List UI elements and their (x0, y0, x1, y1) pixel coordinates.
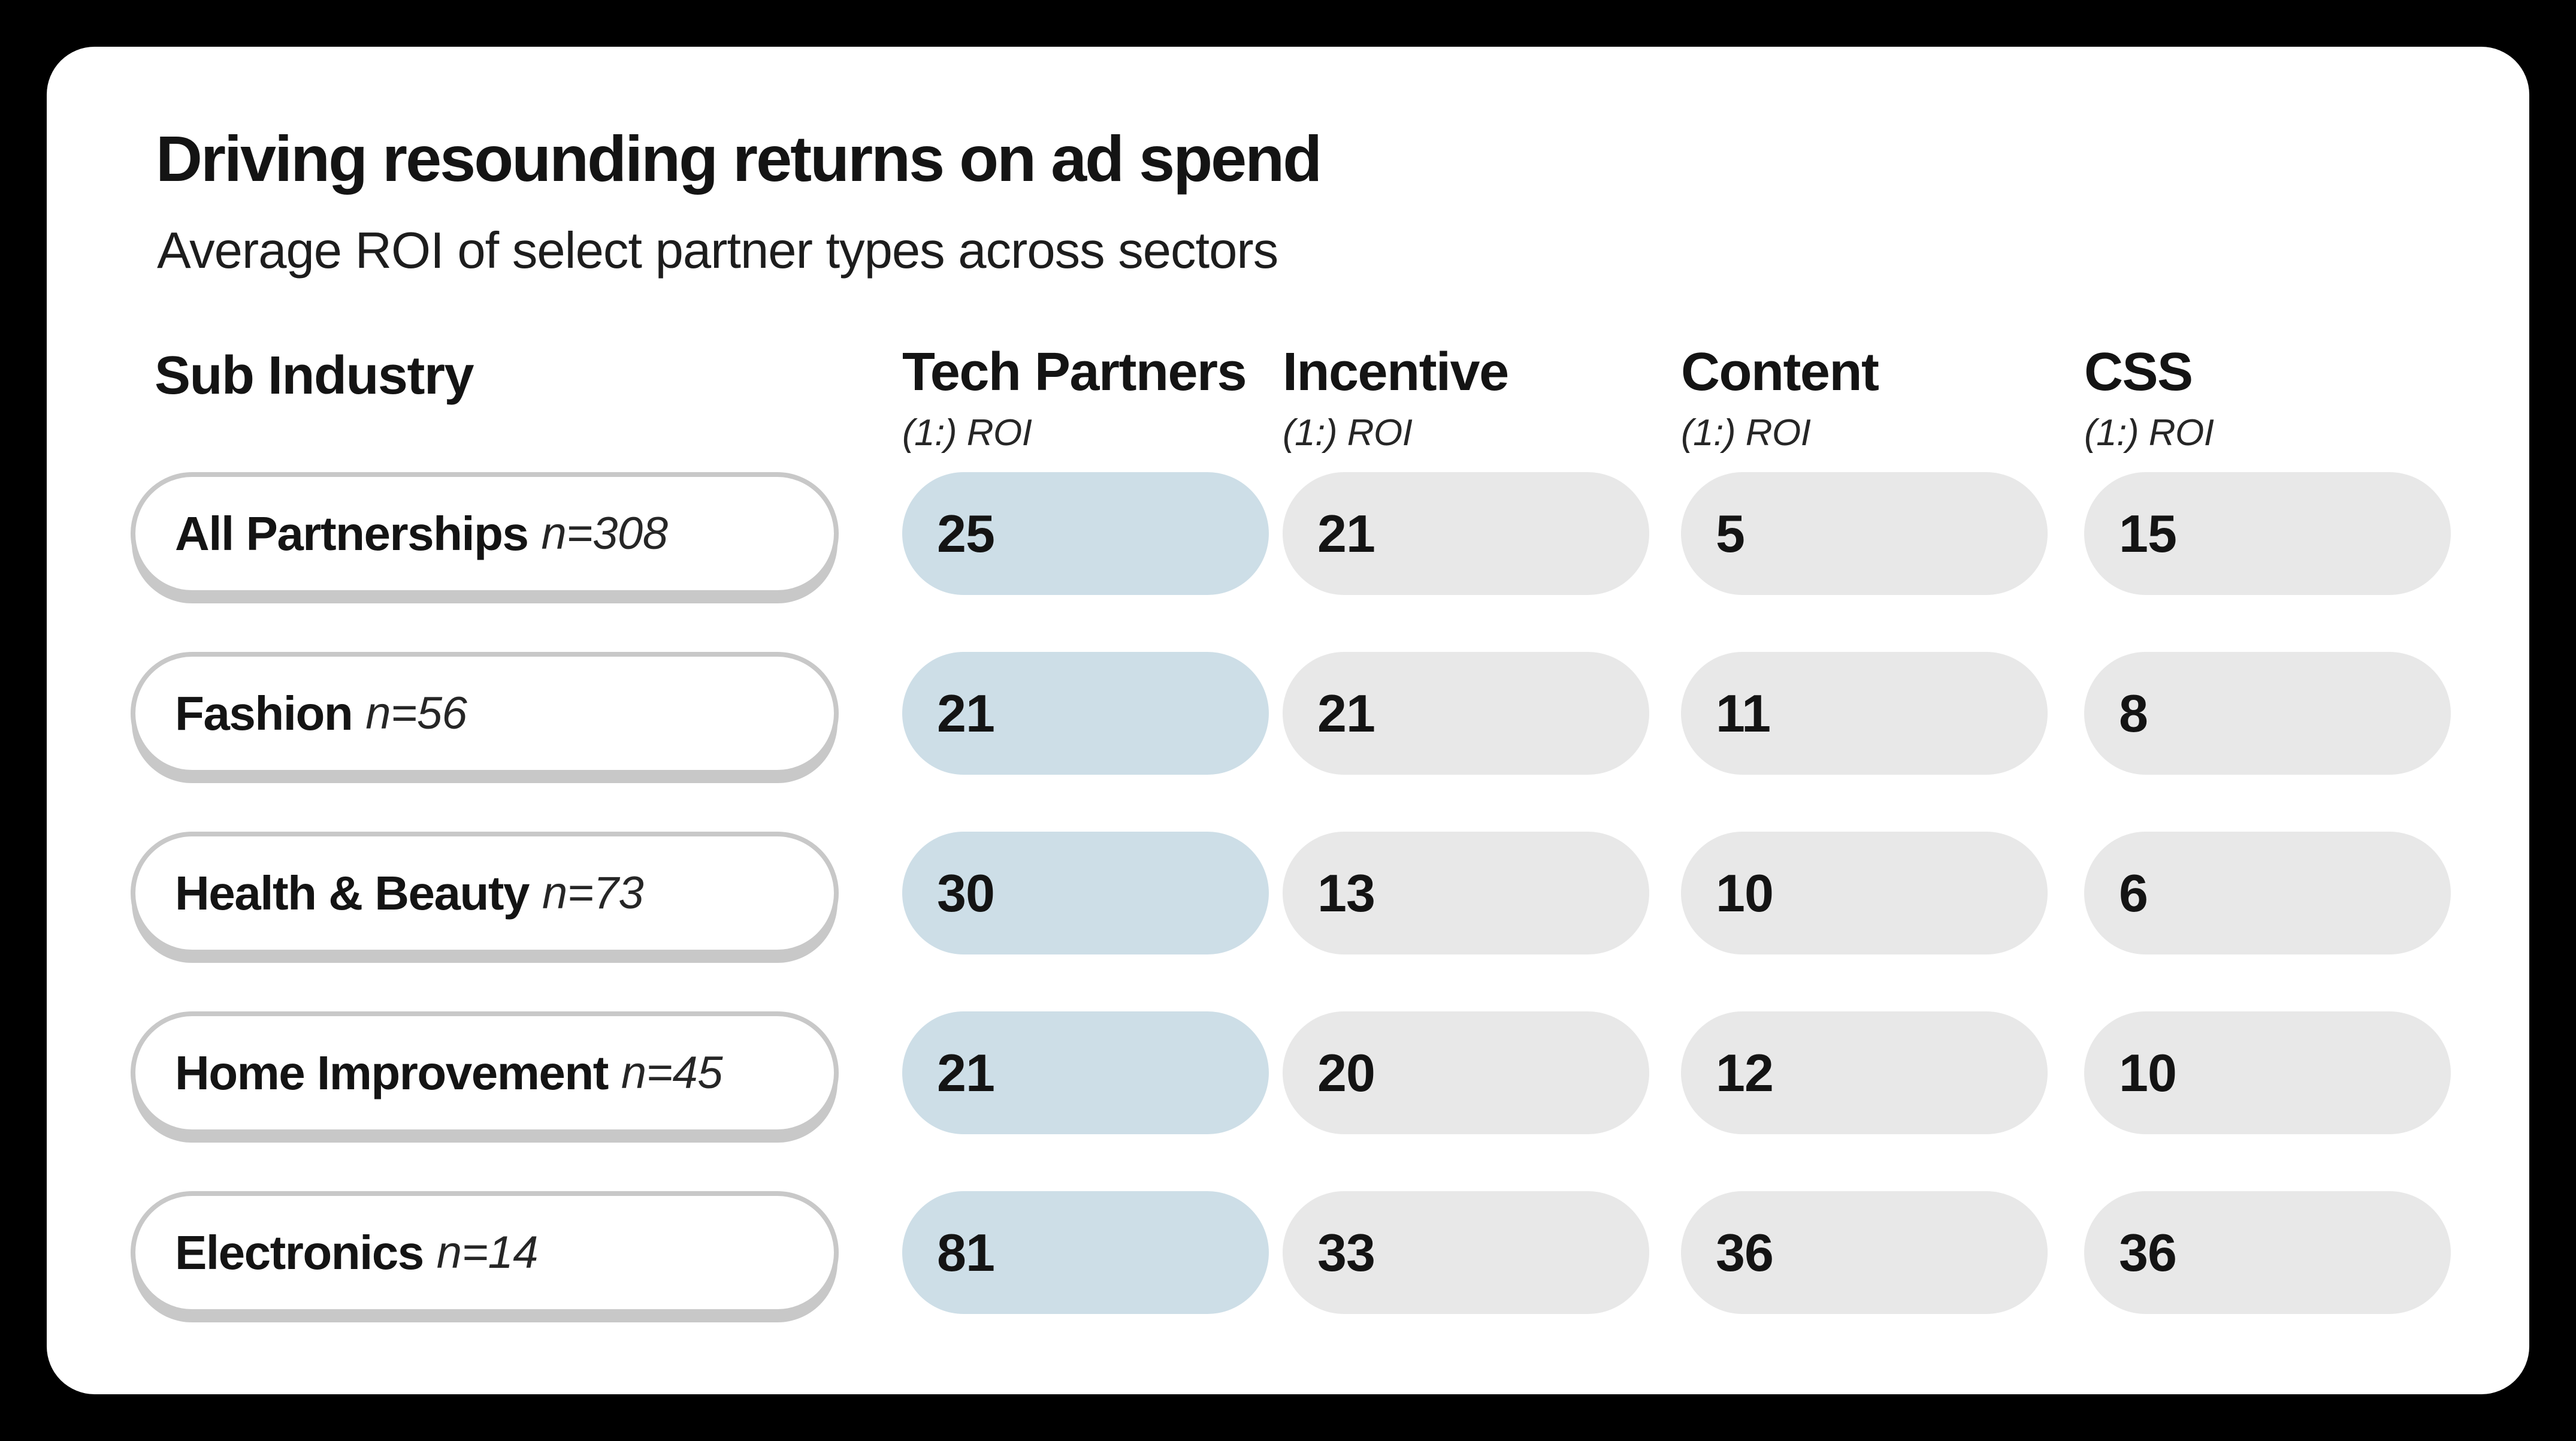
value-pill-css: 6 (2084, 832, 2451, 954)
value-text: 10 (1716, 863, 1774, 923)
table-row: Health & Beauty n=73 30 13 10 6 (47, 832, 2529, 954)
sub-industry-pill: Home Improvement n=45 (131, 1011, 839, 1134)
value-text: 30 (937, 863, 995, 923)
value-pill-content: 5 (1681, 472, 2048, 595)
column-header-incentive: Incentive (1:) ROI (1283, 345, 1649, 452)
column-header-tech-partners: Tech Partners (1:) ROI (902, 345, 1269, 452)
value-text: 20 (1317, 1043, 1375, 1102)
chart-card: Driving resounding returns on ad spend A… (47, 47, 2529, 1394)
value-text: 21 (1317, 503, 1375, 563)
sub-industry-pill: Fashion n=56 (131, 652, 839, 775)
row-sample-size: n=308 (541, 507, 668, 559)
column-header-content: Content (1:) ROI (1681, 345, 2048, 452)
value-text: 10 (2119, 1043, 2177, 1102)
value-pill-incentive: 20 (1283, 1011, 1649, 1134)
value-text: 21 (937, 683, 995, 743)
row-label: Fashion (175, 686, 353, 740)
value-pill-css: 8 (2084, 652, 2451, 775)
column-header-label: CSS (2084, 342, 2193, 402)
row-label: All Partnerships (175, 506, 529, 560)
value-pill-content: 12 (1681, 1011, 2048, 1134)
value-text: 81 (937, 1222, 995, 1282)
value-text: 21 (1317, 683, 1375, 743)
value-pill-css: 15 (2084, 472, 2451, 595)
value-pill-incentive: 21 (1283, 472, 1649, 595)
value-text: 25 (937, 503, 995, 563)
sub-industry-pill: All Partnerships n=308 (131, 472, 839, 595)
column-header-css: CSS (1:) ROI (2084, 345, 2451, 452)
sub-industry-pill: Health & Beauty n=73 (131, 832, 839, 954)
chart-title: Driving resounding returns on ad spend (156, 122, 1322, 195)
value-pill-tech-partners: 25 (902, 472, 1269, 595)
value-text: 5 (1716, 503, 1745, 563)
value-text: 33 (1317, 1222, 1375, 1282)
value-pill-tech-partners: 21 (902, 652, 1269, 775)
row-label: Home Improvement (175, 1046, 609, 1099)
value-pill-content: 11 (1681, 652, 2048, 775)
column-header-sublabel: (1:) ROI (902, 412, 1032, 454)
column-header-label: Tech Partners (902, 342, 1247, 402)
table-row: Electronics n=14 81 33 36 36 (47, 1191, 2529, 1314)
value-pill-incentive: 33 (1283, 1191, 1649, 1314)
value-pill-incentive: 13 (1283, 832, 1649, 954)
row-label: Electronics (175, 1225, 424, 1279)
column-header-sublabel: (1:) ROI (2084, 412, 2214, 454)
value-pill-tech-partners: 30 (902, 832, 1269, 954)
row-sample-size: n=56 (365, 687, 467, 739)
value-pill-tech-partners: 81 (902, 1191, 1269, 1314)
value-text: 11 (1716, 683, 1771, 743)
value-pill-css: 10 (2084, 1011, 2451, 1134)
row-label: Health & Beauty (175, 866, 530, 920)
chart-subtitle: Average ROI of select partner types acro… (157, 222, 1278, 279)
value-text: 12 (1716, 1043, 1774, 1102)
value-pill-content: 36 (1681, 1191, 2048, 1314)
value-text: 13 (1317, 863, 1375, 923)
value-pill-css: 36 (2084, 1191, 2451, 1314)
sub-industry-pill: Electronics n=14 (131, 1191, 839, 1314)
column-header-sublabel: (1:) ROI (1681, 412, 1811, 454)
column-header-sublabel: (1:) ROI (1283, 412, 1413, 454)
column-header-label: Content (1681, 342, 1879, 402)
row-sample-size: n=14 (436, 1226, 539, 1278)
row-sample-size: n=73 (542, 867, 644, 919)
table-row: Home Improvement n=45 21 20 12 10 (47, 1011, 2529, 1134)
table-row: All Partnerships n=308 25 21 5 15 (47, 472, 2529, 595)
table-row: Fashion n=56 21 21 11 8 (47, 652, 2529, 775)
value-text: 15 (2119, 503, 2177, 563)
value-text: 36 (1716, 1222, 1774, 1282)
column-header-label: Incentive (1283, 342, 1509, 402)
value-pill-content: 10 (1681, 832, 2048, 954)
value-text: 36 (2119, 1222, 2177, 1282)
value-pill-incentive: 21 (1283, 652, 1649, 775)
value-text: 6 (2119, 863, 2148, 923)
value-pill-tech-partners: 21 (902, 1011, 1269, 1134)
column-header-sub-industry: Sub Industry (155, 346, 474, 406)
value-text: 8 (2119, 683, 2148, 743)
value-text: 21 (937, 1043, 995, 1102)
row-sample-size: n=45 (621, 1047, 723, 1098)
